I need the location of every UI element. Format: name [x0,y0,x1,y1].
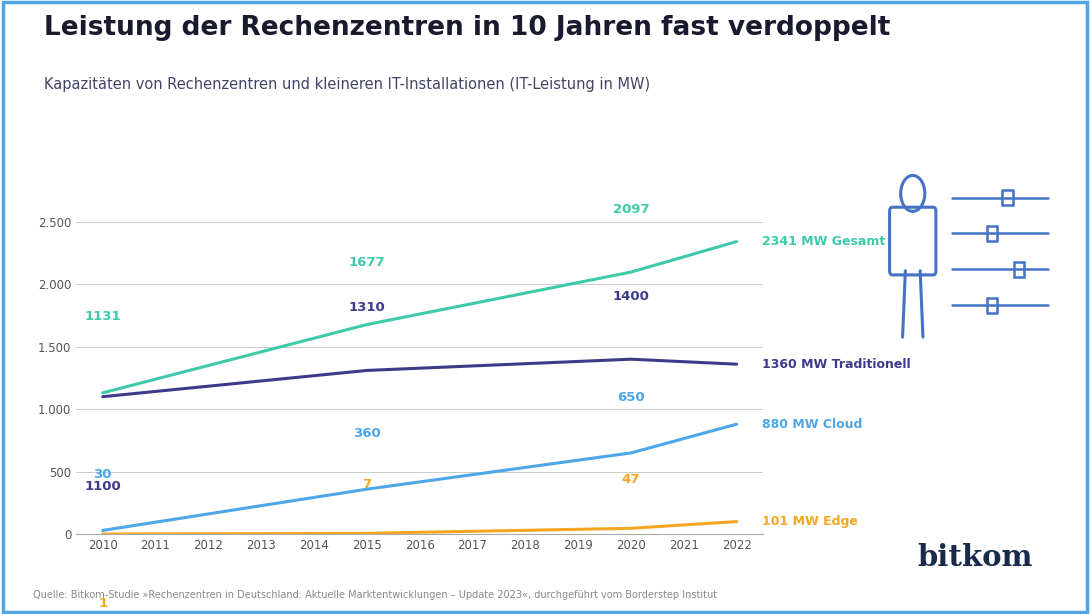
Text: 1: 1 [98,597,107,610]
Text: Quelle: Bitkom-Studie »Rechenzentren in Deutschland: Aktuelle Marktentwicklungen: Quelle: Bitkom-Studie »Rechenzentren in … [33,591,717,600]
Text: 1100: 1100 [84,481,121,494]
Text: Kapazitäten von Rechenzentren und kleineren IT-Installationen (IT-Leistung in MW: Kapazitäten von Rechenzentren und kleine… [44,77,650,91]
Text: 1400: 1400 [613,290,650,303]
Text: 30: 30 [94,468,112,481]
Bar [988,298,997,313]
Bar [1014,262,1025,277]
Text: 1360 MW Traditionell: 1360 MW Traditionell [762,358,910,371]
Text: 2097: 2097 [613,203,650,216]
Text: 360: 360 [353,427,380,440]
Text: 47: 47 [621,473,640,486]
Text: 650: 650 [617,391,645,404]
Text: 1131: 1131 [84,310,121,323]
Bar [1003,190,1013,205]
Text: 1677: 1677 [349,255,385,268]
Text: 7: 7 [362,478,372,491]
Text: 1310: 1310 [349,301,385,314]
Text: bitkom: bitkom [918,543,1033,572]
Text: 880 MW Cloud: 880 MW Cloud [762,418,862,430]
Text: Leistung der Rechenzentren in 10 Jahren fast verdoppelt: Leistung der Rechenzentren in 10 Jahren … [44,15,889,41]
Text: 101 MW Edge: 101 MW Edge [762,515,858,528]
Text: 2341 MW Gesamt: 2341 MW Gesamt [762,235,885,248]
Bar [988,226,997,241]
